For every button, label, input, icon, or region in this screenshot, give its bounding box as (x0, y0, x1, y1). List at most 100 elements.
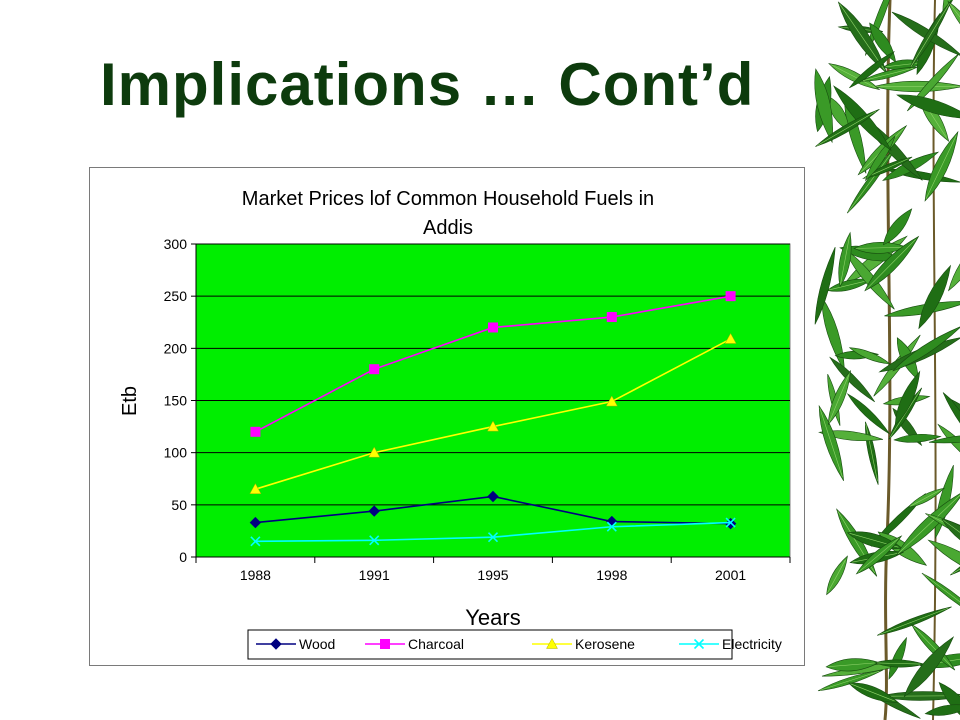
legend-item-electricity: Electricity (679, 636, 782, 652)
data-point-wood (487, 490, 499, 503)
legend-item-charcoal: Charcoal (365, 636, 464, 652)
line-chart: Market Prices lof Common Household Fuels… (119, 188, 791, 660)
y-tick-label: 300 (164, 236, 188, 252)
legend-marker (546, 637, 558, 649)
bamboo-leaf-vein (840, 236, 850, 285)
bamboo-leaf-vein (839, 3, 885, 71)
bamboo-leaf-vein (878, 607, 948, 635)
data-point-wood (249, 516, 262, 529)
bamboo-leaf-vein (864, 158, 909, 178)
bamboo-leaf (924, 704, 960, 716)
bamboo-leaf (942, 0, 960, 15)
bamboo-stem (883, 0, 892, 720)
data-point-kerosene (724, 332, 737, 344)
bamboo-leaf (846, 393, 890, 435)
bamboo-leaf-vein (923, 574, 960, 619)
bamboo-leaf-vein (857, 538, 899, 573)
bamboo-leaf-vein (927, 514, 960, 550)
x-tick-label: 1995 (477, 567, 508, 583)
bamboo-leaf-vein (925, 135, 957, 200)
y-axis-title: Etb (119, 386, 141, 416)
bamboo-leaf-vein (816, 111, 877, 146)
bamboo-leaf-vein (828, 374, 850, 423)
legend-marker (270, 638, 282, 650)
bamboo-leaf (948, 233, 960, 292)
bamboo-leaf-vein (943, 520, 960, 554)
data-point-charcoal (488, 322, 498, 333)
legend-item-wood: Wood (256, 636, 335, 652)
bamboo-leaf-vein (865, 423, 878, 481)
bamboo-leaf-vein (819, 670, 880, 691)
legend-label: Electricity (722, 636, 782, 652)
x-tick-label: 2001 (715, 567, 746, 583)
bamboo-leaves-decoration (814, 0, 960, 720)
bamboo-leaf (893, 433, 942, 443)
y-tick-label: 100 (164, 445, 188, 461)
x-tick-label: 1991 (359, 567, 390, 583)
bamboo-leaf-vein (850, 683, 895, 702)
x-axis-tick-labels: 1988 1991 1995 1998 2001 (240, 567, 747, 583)
y-tick-label: 0 (179, 549, 187, 565)
chart-legend: Wood Charcoal Kerosene Electricity (247, 629, 782, 660)
bamboo-leaf-vein (819, 407, 843, 478)
data-point-kerosene (249, 483, 262, 494)
bamboo-leaf (843, 247, 895, 310)
series-layer (249, 291, 737, 547)
bamboo-leaf-vein (889, 391, 920, 438)
y-axis-tick-labels: 0 50 100 150 200 250 300 (164, 236, 188, 565)
bamboo-leaf (814, 68, 833, 144)
bamboo-leaf (937, 423, 960, 469)
bamboo-leaf (903, 636, 955, 698)
bamboo-leaf (894, 370, 921, 426)
chart-title-line-2: Addis (423, 217, 473, 239)
slide-title: Implications … Cont’d (100, 51, 755, 118)
data-point-wood (368, 505, 380, 517)
bamboo-leaf (938, 682, 960, 720)
bamboo-leaf (829, 356, 875, 403)
data-point-kerosene (487, 420, 499, 432)
bamboo-leaf (888, 636, 907, 680)
bamboo-leaf-vein (909, 489, 941, 507)
bamboo-leaf-vein (910, 3, 950, 68)
legend-label: Charcoal (408, 636, 464, 652)
data-point-charcoal (606, 312, 617, 323)
bamboo-leaf-vein (912, 625, 953, 668)
bamboo-leaf (909, 0, 952, 69)
bamboo-leaf-vein (948, 2, 960, 44)
legend-marker (693, 638, 705, 650)
bamboo-leaf-vein (830, 64, 876, 89)
bamboo-leaf-vein (862, 67, 914, 81)
bamboo-leaf (818, 430, 884, 441)
chart-panel: Market Prices lof Common Household Fuels… (89, 167, 805, 666)
bamboo-leaf-vein (828, 662, 876, 668)
bamboo-leaf (942, 392, 960, 468)
data-point-charcoal (725, 291, 736, 302)
bamboo-leaf-vein (856, 247, 903, 249)
data-point-electricity (250, 536, 261, 547)
data-point-electricity (606, 521, 617, 532)
bamboo-leaf-vein (877, 662, 921, 665)
y-tick-label: 250 (164, 288, 188, 304)
y-tick-label: 200 (164, 340, 188, 356)
bamboo-leaf (918, 264, 951, 330)
data-point-electricity (487, 532, 499, 543)
chart-title-line-1: Market Prices lof Common Household Fuels… (242, 188, 654, 210)
bamboo-leaf (896, 94, 960, 119)
axes (191, 243, 791, 563)
bamboo-leaf (928, 434, 960, 444)
bamboo-leaf-vein (827, 559, 846, 594)
data-point-kerosene (368, 446, 381, 458)
legend-label: Wood (299, 636, 335, 652)
bamboo-leaf (892, 326, 960, 372)
data-point-charcoal (250, 426, 261, 437)
bamboo-leaf-vein (828, 280, 868, 291)
legend-label: Kerosene (575, 636, 635, 652)
x-tick-label: 1998 (596, 567, 627, 583)
bamboo-leaf (814, 246, 836, 325)
data-point-electricity (725, 517, 736, 528)
bamboo-leaf (927, 539, 960, 584)
x-axis-title: Years (465, 605, 520, 630)
bamboo-leaf (848, 347, 892, 365)
bamboo-leaf-vein (897, 493, 960, 554)
y-tick-label: 50 (171, 497, 187, 513)
